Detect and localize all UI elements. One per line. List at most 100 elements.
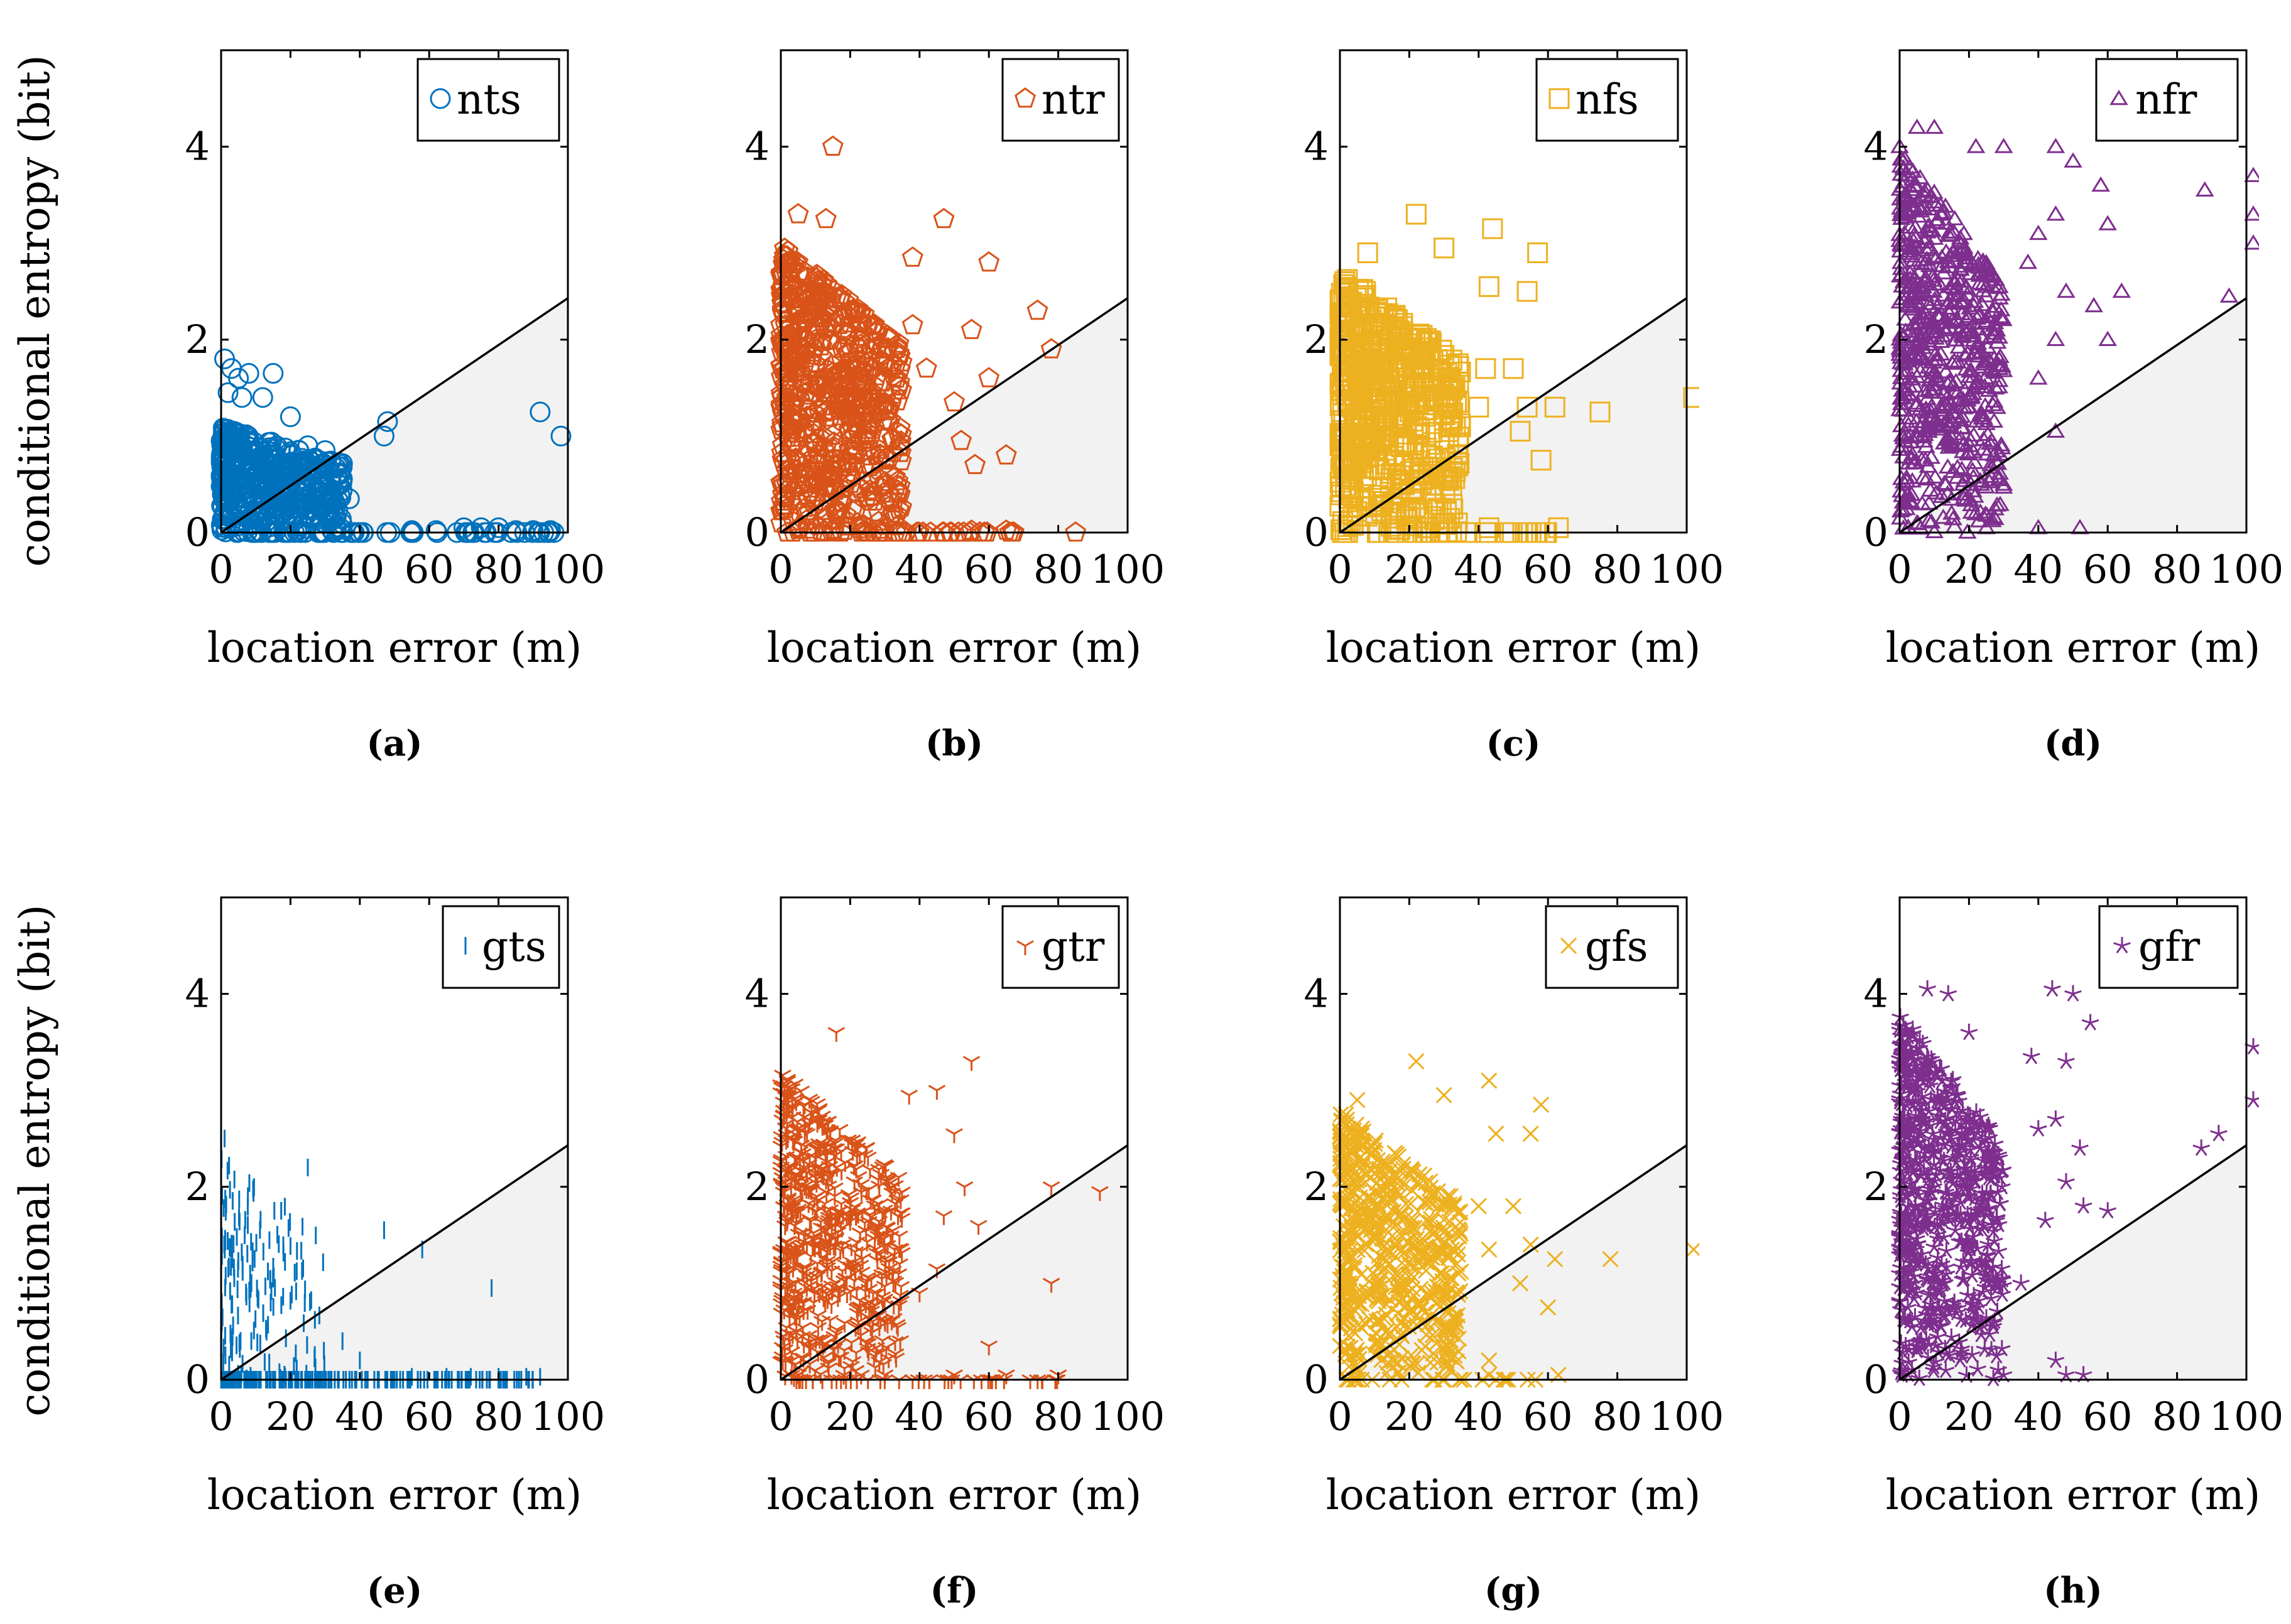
data-point	[1903, 170, 1922, 186]
legend: nfs	[1535, 58, 1679, 142]
data-point	[315, 440, 336, 461]
data-point	[1434, 1268, 1452, 1285]
data-point	[1394, 1267, 1411, 1284]
data-point	[1895, 347, 1915, 362]
data-point	[1390, 326, 1411, 347]
legend: nfr	[2095, 58, 2239, 142]
data-point	[1958, 523, 1977, 539]
data-point	[807, 410, 829, 431]
data-point	[2046, 138, 2065, 153]
data-point	[1904, 298, 1924, 313]
data-point	[995, 444, 1017, 465]
data-point	[1979, 267, 1999, 283]
data-point	[1952, 418, 1971, 434]
x-tick-label: 0	[1887, 546, 1912, 592]
data-point	[1418, 1326, 1435, 1343]
data-point	[809, 1310, 827, 1325]
data-point	[822, 135, 844, 156]
data-point	[1444, 1199, 1461, 1216]
data-point	[892, 1194, 910, 1210]
data-point	[815, 207, 837, 229]
x-tick-label: 0	[209, 1394, 233, 1439]
data-point	[1916, 451, 1935, 467]
data-point	[808, 1142, 826, 1157]
data-point	[1386, 309, 1408, 330]
data-point	[1962, 503, 1981, 519]
data-point	[1919, 511, 1939, 528]
data-point	[861, 1297, 879, 1312]
data-point	[263, 363, 284, 384]
data-point	[1939, 1109, 1957, 1126]
data-point	[1376, 1243, 1393, 1261]
data-point	[1388, 320, 1410, 342]
data-point	[892, 521, 913, 542]
x-tick-label: 0	[1327, 546, 1352, 592]
data-point	[1984, 1259, 2002, 1275]
data-point	[1370, 1276, 1387, 1294]
data-point	[795, 288, 816, 309]
data-point	[1349, 1091, 1366, 1108]
data-point	[1360, 1191, 1377, 1208]
data-point	[2195, 181, 2214, 197]
y-tick-label: 0	[745, 509, 770, 555]
data-point	[2098, 215, 2117, 230]
data-point	[816, 1338, 834, 1353]
data-point	[864, 1194, 882, 1210]
data-point	[1979, 381, 1999, 397]
data-point	[1905, 226, 1924, 242]
data-point	[825, 1240, 843, 1255]
data-point	[1925, 468, 1945, 484]
data-point	[1389, 1171, 1406, 1188]
data-point	[1900, 409, 1918, 425]
data-point	[530, 401, 551, 423]
data-point	[1908, 313, 1927, 329]
y-tick-label: 0	[1304, 1356, 1329, 1402]
data-point	[868, 401, 890, 422]
data-point	[1900, 1225, 1918, 1242]
data-point	[1923, 222, 1942, 237]
data-point	[1416, 1233, 1433, 1250]
data-point	[1377, 1324, 1394, 1341]
data-point	[1964, 327, 1983, 342]
data-point	[2084, 296, 2103, 313]
data-point	[1939, 253, 1959, 269]
data-point	[847, 1211, 865, 1226]
data-point	[809, 1105, 827, 1120]
axes-frame	[1339, 49, 1688, 534]
x-axis-label: location error (m)	[1326, 1471, 1701, 1519]
data-point	[1448, 355, 1469, 377]
data-point	[846, 1267, 864, 1282]
y-tick-label: 4	[1864, 124, 1888, 170]
threshold-line	[1339, 1144, 1687, 1381]
data-point	[1544, 396, 1565, 418]
y-tick-label: 2	[1304, 317, 1329, 362]
data-point	[1407, 470, 1428, 492]
data-point	[1952, 460, 1971, 476]
data-point	[265, 484, 286, 506]
data-point	[800, 384, 821, 405]
data-point	[783, 458, 805, 479]
data-point	[1921, 188, 1940, 203]
data-point	[1957, 360, 1976, 376]
data-point	[1897, 499, 1916, 516]
data-point	[1920, 239, 1940, 254]
data-point	[1547, 1250, 1564, 1268]
data-point	[1445, 1195, 1462, 1212]
data-point	[1907, 396, 1927, 412]
y-tick-label: 4	[185, 124, 210, 170]
y-tick-label: 4	[745, 124, 770, 170]
data-point	[252, 387, 273, 408]
data-point	[1948, 384, 1967, 400]
threshold-line	[780, 1144, 1128, 1381]
data-point	[772, 252, 794, 274]
data-point	[1355, 447, 1376, 468]
data-point	[816, 466, 838, 487]
data-point	[1987, 321, 2006, 337]
legend-label: nfr	[2135, 75, 2197, 124]
data-point	[1349, 338, 1371, 360]
data-point	[803, 430, 825, 451]
data-point	[889, 416, 911, 438]
data-point	[875, 1204, 893, 1220]
data-point	[1434, 237, 1455, 259]
